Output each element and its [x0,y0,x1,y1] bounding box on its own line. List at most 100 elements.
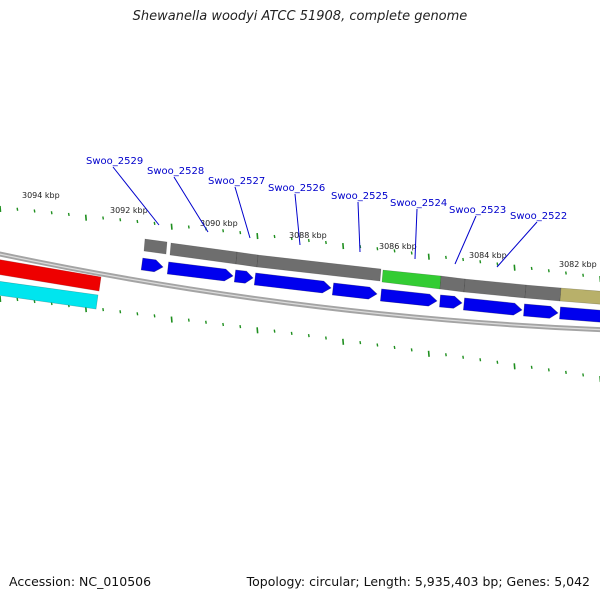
outer-scale-tick [376,247,379,251]
feature-gray-block [256,254,382,282]
gene-arrow [439,294,463,309]
gene-label: Swoo_2523 [449,205,506,216]
gene-arrow [166,261,234,282]
outer-scale-tick [16,207,19,211]
inner-scale-tick [582,373,585,377]
gene-label-leader [496,221,538,268]
accession-text: Accession: NC_010506 [9,574,152,589]
feature-cyan-block [0,281,99,310]
gene-arrow [380,288,438,307]
kbp-scale-label: 3088 kbp [289,231,327,240]
gene-arrow [331,282,378,300]
outer-scale-tick [102,216,105,220]
outer-scale-tick [565,271,567,275]
gene-arrow [463,297,523,316]
inner-scale-tick [273,329,276,333]
feature-track [0,238,600,323]
inner-scale-tick [427,350,430,357]
gene-label: Swoo_2528 [147,166,204,177]
inner-scale-tick [513,363,516,370]
outer-scale-tick [256,233,259,240]
gene-label-leaders [112,166,538,268]
gene-label: Swoo_2525 [331,191,388,202]
kbp-scale-label: 3086 kbp [379,242,417,251]
gene-label: Swoo_2524 [390,198,447,209]
gene-arrow [233,269,254,284]
inner-scale-tick [547,368,550,372]
gene-label-leader [234,186,251,239]
outer-scale-tick [239,231,242,235]
inner-scale-tick [496,360,499,364]
inner-scale-tick [0,295,2,303]
outer-scale-tick [119,218,122,222]
gene-label: Swoo_2527 [208,176,265,187]
gene-label: Swoo_2526 [268,183,325,194]
feature-gray-block [524,284,562,302]
inner-scale-tick [325,336,327,340]
feature-gray-block [439,275,466,293]
outer-scale-tick [410,251,413,255]
inner-scale-tick [222,322,225,327]
gene-label-leader [112,166,160,226]
inner-scale-tick [239,325,242,329]
inner-scale-tick [16,297,19,302]
outer-scale-tick [513,264,516,271]
inner-scale-tick [153,314,156,318]
gene-label: Swoo_2529 [86,156,143,167]
outer-scale-tick [445,255,447,259]
outer-scale-tick [222,229,225,233]
inner-scale-tick [102,308,105,312]
backbone-highlight [0,253,600,331]
inner-scale-tick [136,312,139,316]
outer-scale-tick [496,262,499,266]
outer-scale-tick [290,236,293,241]
outer-scale-tick [33,209,36,213]
inner-scale-tick [342,338,345,345]
inner-scale-tick [256,327,259,334]
outer-scale-tick [0,205,2,213]
outer-scale-tick [136,219,139,224]
gene-label-leader [414,208,418,260]
outer-scale-tick [67,212,70,217]
outer-scale-tick [479,260,482,264]
kbp-scale-label: 3092 kbp [110,206,148,215]
inner-scale-tick [205,320,207,324]
feature-olive-block [559,287,600,305]
outer-scale-tick [325,240,327,245]
outer-scale-tick [307,238,310,243]
gene-label-leader [173,176,209,233]
gene-label-leader [454,215,477,265]
feature-gray-block [235,251,259,268]
inner-scale-tick [290,331,293,335]
outer-scale-tick [547,269,550,273]
inner-scale-tick [33,299,36,304]
inner-scale-tick [530,365,533,369]
genome-summary-text: Topology: circular; Length: 5,935,403 bp… [246,574,590,589]
outer-scale-tick [84,214,88,221]
outer-scale-tick [530,266,533,271]
outer-scale-tick [393,249,396,253]
map-title: Shewanella woodyi ATCC 51908, complete g… [132,9,468,24]
gene-arrow [140,257,164,273]
genome-backbone [0,251,600,333]
gene-arrow [253,272,332,294]
feature-red-block [0,259,102,292]
inner-scale-tick [393,345,396,350]
kbp-scale-label: 3090 kbp [200,219,238,228]
feature-gray-block [143,238,168,255]
inner-scale-tick [187,318,190,322]
inner-scale-tick [170,316,173,323]
feature-gray-block [463,278,527,299]
kbp-scale-label: 3082 kbp [559,260,597,269]
kbp-scale-label: 3094 kbp [22,191,60,200]
outer-scale-tick [50,211,53,215]
kbp-scale-label: 3084 kbp [469,251,507,260]
outer-scale-tick [582,273,585,277]
outer-scale-tick [273,234,276,239]
inner-scale-tick [462,355,465,359]
feature-gray-block [169,242,238,265]
inner-scale-tick [479,358,482,362]
inner-scale-tick [410,348,413,352]
